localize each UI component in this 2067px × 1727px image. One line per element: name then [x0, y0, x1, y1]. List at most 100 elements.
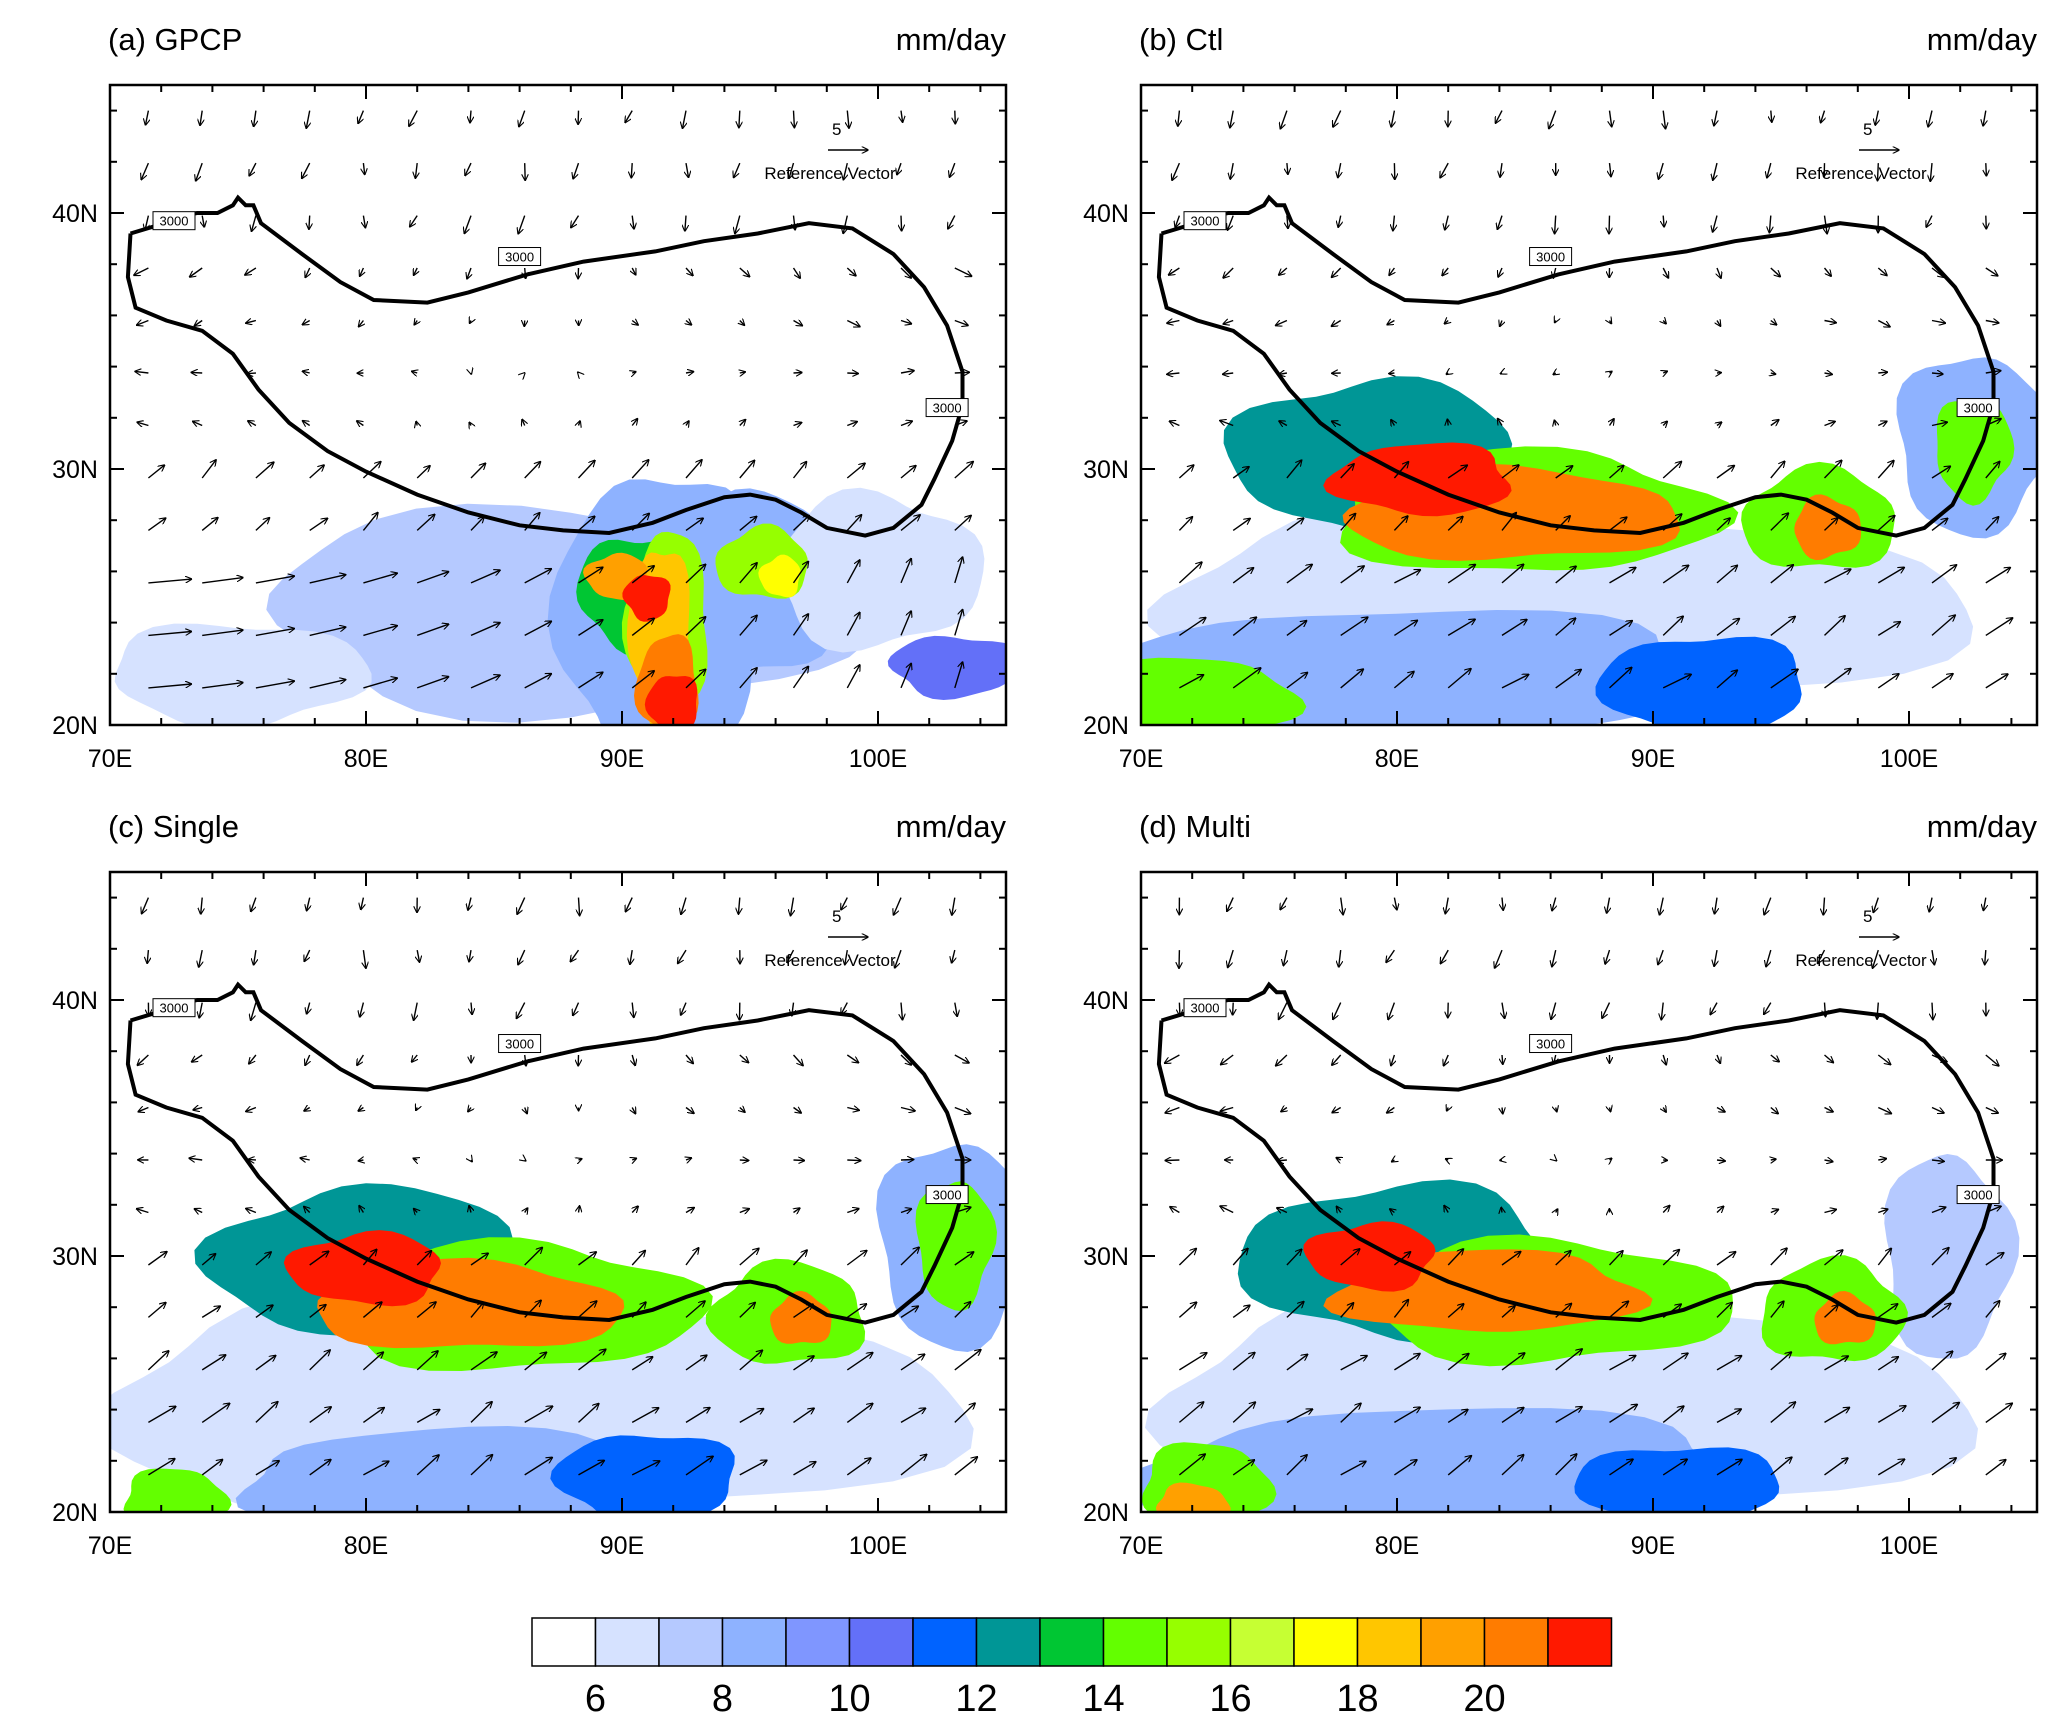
- wind-arrow: [1985, 1353, 2006, 1371]
- wind-arrow: [1609, 621, 1633, 636]
- wind-arrow: [900, 421, 912, 425]
- panel-units: mm/day: [1927, 22, 2038, 57]
- wind-arrow: [573, 162, 580, 179]
- wind-arrow: [304, 1108, 310, 1112]
- wind-arrow: [1165, 1160, 1180, 1161]
- wind-arrow: [631, 1408, 659, 1424]
- wind-arrow: [578, 620, 603, 636]
- wind-arrow: [525, 163, 526, 180]
- wind-arrow: [470, 463, 486, 479]
- wind-arrow: [192, 1054, 203, 1062]
- wind-arrow: [1286, 1249, 1302, 1266]
- wind-arrow: [1877, 1459, 1904, 1476]
- contour-3000: [1156, 981, 1996, 1325]
- wind-arrow: [579, 1159, 582, 1160]
- wind-arrow: [1926, 215, 1933, 228]
- wind-arrow: [900, 1160, 914, 1161]
- wind-arrow: [631, 1461, 660, 1476]
- contour-label-box: 3000: [498, 247, 542, 267]
- wind-arrow: [416, 677, 448, 689]
- wind-arrow: [1283, 949, 1287, 966]
- wind-arrow: [1555, 1407, 1582, 1424]
- wind-arrow: [469, 949, 471, 962]
- wind-arrow: [1877, 567, 1904, 584]
- wind-arrow: [1286, 1302, 1304, 1318]
- wind-arrow: [686, 321, 692, 325]
- wind-arrow: [309, 518, 328, 531]
- wind-arrow: [201, 1355, 226, 1371]
- wind-arrow: [632, 1054, 635, 1066]
- wind-arrow: [1716, 619, 1739, 636]
- wind-arrow: [201, 1403, 230, 1423]
- wind-arrow: [413, 1158, 417, 1160]
- wind-arrow: [1770, 1106, 1778, 1114]
- axes-frame: 70E 80E 90E 100E 20N 30N 40N: [1083, 870, 2039, 1560]
- wind-arrow: [1610, 371, 1612, 373]
- wind-arrow: [1770, 1301, 1784, 1318]
- wind-arrow: [1716, 518, 1730, 531]
- precip-field: [1141, 357, 2037, 725]
- wind-arrow: [1877, 1357, 1898, 1371]
- wind-arrow: [412, 1054, 418, 1062]
- wind-arrow: [1877, 1248, 1891, 1266]
- wind-arrow: [1609, 668, 1632, 689]
- wind-arrow: [305, 1054, 310, 1065]
- wind-arrow: [254, 110, 256, 127]
- wind-arrow: [1716, 1303, 1732, 1318]
- wind-arrow: [1661, 1002, 1663, 1020]
- precip-field: [1141, 1154, 2020, 1512]
- wind-arrow: [846, 665, 860, 689]
- wind-arrow: [794, 110, 795, 128]
- wind-arrow: [1336, 1158, 1341, 1160]
- wind-arrow: [1929, 897, 1932, 912]
- wind-arrow: [577, 460, 595, 479]
- contour-label-box: 3000: [1183, 211, 1227, 231]
- wind-arrow: [1551, 1002, 1557, 1020]
- colorbar-swatch: [1547, 1617, 1613, 1667]
- wind-arrow: [358, 1108, 363, 1112]
- wind-arrow: [1338, 162, 1341, 178]
- colorbar-label: 20: [1463, 1678, 1505, 1720]
- wind-arrow: [358, 110, 365, 124]
- x-tick-label: 100E: [1880, 745, 1938, 773]
- wind-arrow: [1985, 267, 1998, 276]
- wind-arrow: [1287, 215, 1288, 229]
- wind-arrow: [1230, 162, 1233, 179]
- precip-area: [123, 1468, 232, 1512]
- wind-arrow: [740, 420, 746, 426]
- wind-arrow: [525, 1160, 526, 1161]
- wind-arrow: [137, 321, 149, 326]
- wind-arrow: [1770, 1402, 1796, 1423]
- wind-arrow: [1821, 110, 1825, 123]
- precip-area: [1574, 1447, 1780, 1512]
- wind-arrow: [410, 215, 418, 227]
- wind-arrow: [847, 1108, 859, 1111]
- wind-arrow: [685, 1301, 705, 1318]
- wind-arrow: [1555, 670, 1582, 689]
- wind-arrow: [1221, 1054, 1234, 1065]
- wind-arrow: [900, 611, 911, 636]
- wind-arrow: [1549, 110, 1557, 129]
- wind-arrow: [1340, 1403, 1361, 1423]
- wind-arrow: [739, 1303, 755, 1318]
- wind-arrow: [1770, 513, 1789, 531]
- wind-arrow: [416, 1351, 438, 1371]
- wind-arrow: [200, 110, 202, 126]
- wind-arrow: [578, 372, 579, 373]
- wind-arrow: [1877, 622, 1900, 636]
- wind-arrow: [255, 576, 294, 584]
- wind-arrow: [412, 371, 418, 373]
- wind-arrow: [1178, 562, 1202, 584]
- wind-arrow: [1610, 419, 1615, 426]
- wind-arrow: [1341, 897, 1343, 915]
- colorbar-label: 16: [1209, 1678, 1251, 1720]
- wind-arrow: [1983, 110, 1986, 126]
- wind-arrow: [524, 462, 541, 479]
- wind-arrow: [1877, 319, 1890, 327]
- wind-arrow: [470, 321, 471, 324]
- wind-arrow: [1393, 672, 1414, 689]
- wind-arrow: [309, 627, 346, 637]
- wind-arrow: [363, 163, 364, 174]
- wind-arrow: [1878, 163, 1879, 181]
- panel-title: (c) Single: [108, 809, 239, 844]
